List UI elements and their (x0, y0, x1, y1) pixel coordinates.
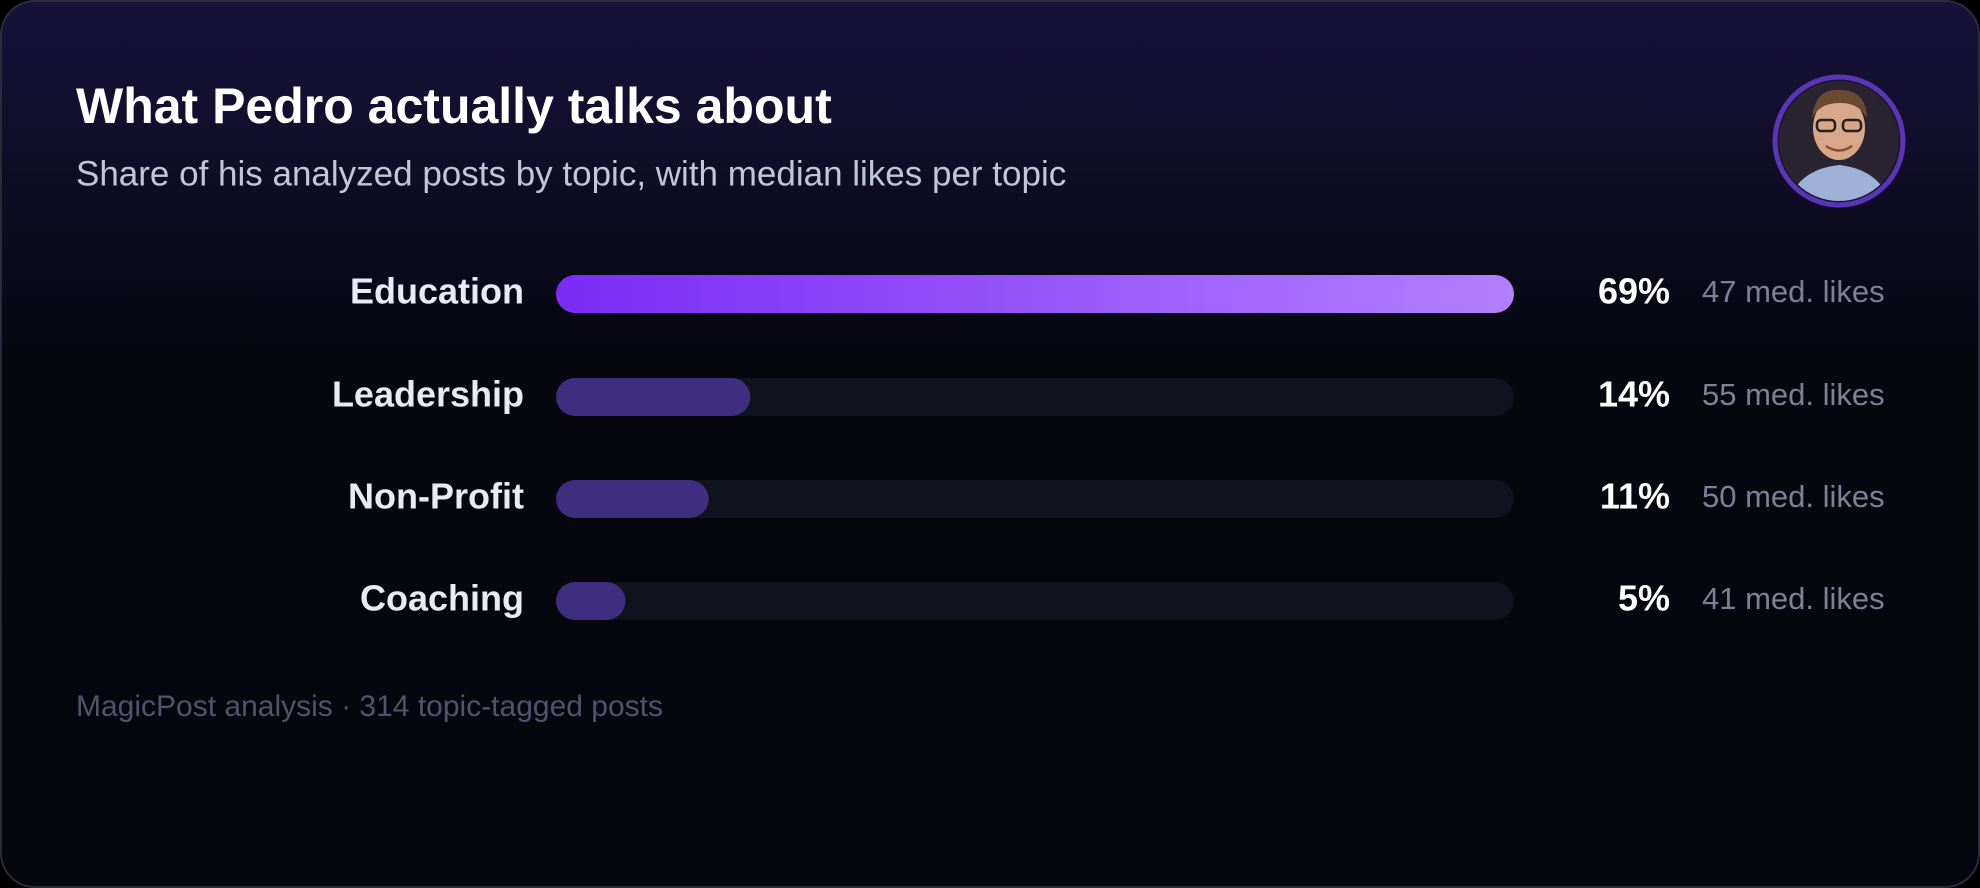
bar (556, 582, 626, 620)
bar-track (556, 378, 1514, 416)
avatar (1772, 74, 1906, 208)
category-label: Coaching (360, 578, 524, 619)
category-label: Education (350, 271, 524, 312)
bar-track (556, 480, 1514, 518)
median-likes-label: 55 med. likes (1702, 377, 1885, 412)
bar (556, 275, 1514, 313)
median-likes-label: 47 med. likes (1702, 274, 1885, 309)
value-label: 14% (1598, 374, 1670, 415)
bar-track (556, 582, 1514, 620)
footer-note: MagicPost analysis · 314 topic-tagged po… (76, 690, 663, 723)
chart-subtitle: Share of his analyzed posts by topic, wi… (76, 154, 1066, 193)
value-label: 69% (1598, 271, 1670, 312)
bar (556, 480, 709, 518)
category-label: Non-Profit (348, 476, 524, 517)
value-label: 11% (1600, 476, 1670, 517)
value-label: 5% (1618, 578, 1670, 619)
median-likes-label: 41 med. likes (1702, 581, 1885, 616)
bar (556, 378, 751, 416)
median-likes-label: 50 med. likes (1702, 479, 1885, 514)
chart-title: What Pedro actually talks about (76, 78, 832, 134)
bar-chart: Education 69% 47 med. likes Leadership 14% 55… (332, 271, 1885, 620)
category-label: Leadership (332, 374, 524, 415)
